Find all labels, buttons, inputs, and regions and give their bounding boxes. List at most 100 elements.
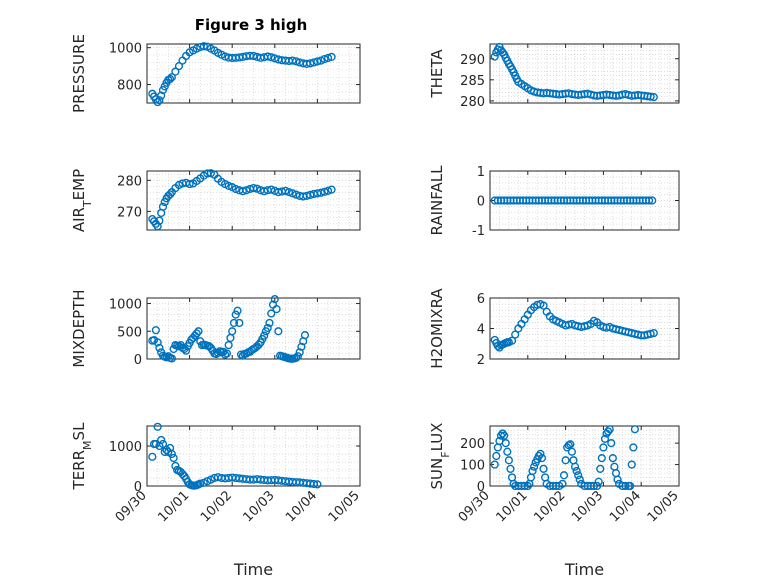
data-point xyxy=(300,331,310,340)
y-axis-label: THETA xyxy=(428,49,446,99)
data-point xyxy=(509,479,518,488)
x-tick-label: 10/01 xyxy=(155,488,192,525)
axes-terrmsl: 0 1000 09/30 10/01 10/02 10/03 10/04 10/05 Time T… xyxy=(70,422,363,579)
axes-frame xyxy=(146,425,361,487)
data-point xyxy=(493,443,502,452)
data-point xyxy=(281,186,290,195)
data-point xyxy=(327,185,336,194)
data-point xyxy=(649,328,658,338)
data-point xyxy=(199,42,208,51)
data-point xyxy=(605,425,614,434)
data-point xyxy=(537,454,547,463)
data-point xyxy=(231,184,240,194)
data-point xyxy=(263,323,272,333)
y-axis-label: TERRMSL xyxy=(70,422,94,491)
y-tick-label: 200 xyxy=(460,437,485,452)
data-point xyxy=(153,97,162,107)
data-point xyxy=(589,481,599,491)
data-point xyxy=(320,55,329,64)
data-point xyxy=(313,57,322,66)
data-point xyxy=(520,481,529,491)
data-point xyxy=(316,188,326,197)
data-point xyxy=(610,462,619,471)
data-point xyxy=(629,443,638,452)
data-point xyxy=(627,460,636,469)
y-tick-label: 1000 xyxy=(109,42,142,57)
data-point xyxy=(288,189,297,198)
data-point xyxy=(267,185,276,194)
y-axis-label: AIRTEMP xyxy=(70,169,94,232)
data-point xyxy=(260,331,269,340)
data-point xyxy=(309,58,318,67)
data-point xyxy=(567,447,577,456)
data-point xyxy=(222,349,231,358)
data-point xyxy=(608,454,617,463)
data-point xyxy=(158,202,168,211)
data-point xyxy=(226,333,235,343)
data-point xyxy=(267,53,276,62)
y-axis-label: MIXDEPTH xyxy=(70,289,88,367)
data-point xyxy=(626,481,635,491)
y-tick-label: 6 xyxy=(477,292,485,307)
data-point xyxy=(160,447,169,457)
data-point xyxy=(167,73,176,82)
data-point xyxy=(157,91,166,100)
data-point xyxy=(574,471,583,480)
data-point xyxy=(228,327,237,336)
data-point xyxy=(270,295,279,304)
data-point xyxy=(157,435,166,445)
data-point xyxy=(302,191,311,200)
data-point xyxy=(270,54,279,63)
data-point xyxy=(630,425,640,434)
data-point xyxy=(231,310,240,319)
y-tick-label: 290 xyxy=(460,53,485,68)
data-point xyxy=(148,452,157,461)
data-point xyxy=(539,464,548,473)
x-tick-label: 10/05 xyxy=(326,488,363,525)
y-tick-label: 4 xyxy=(477,323,485,338)
data-point xyxy=(572,466,581,476)
data-point xyxy=(192,329,201,338)
x-tick-label: 10/04 xyxy=(607,488,644,525)
data-point xyxy=(155,216,164,225)
axes-frame xyxy=(146,43,361,104)
data-point xyxy=(165,74,175,84)
data-point xyxy=(288,56,297,65)
data-point xyxy=(249,51,258,61)
data-point xyxy=(293,352,302,361)
data-point xyxy=(526,473,536,482)
data-point xyxy=(153,222,162,231)
y-tick-label: 270 xyxy=(117,205,142,220)
data-point xyxy=(274,327,283,336)
data-point xyxy=(158,439,168,449)
y-axis-label: SUNFLUX xyxy=(428,423,452,490)
data-point xyxy=(224,181,233,191)
y-tick-label: -1 xyxy=(472,224,485,239)
data-point xyxy=(238,187,247,196)
y-tick-label: 280 xyxy=(117,174,142,189)
data-point xyxy=(503,447,512,456)
data-point xyxy=(323,53,333,63)
y-tick-label: 500 xyxy=(117,325,142,340)
data-point xyxy=(607,439,616,448)
x-tick-label: 10/02 xyxy=(198,488,235,525)
data-point xyxy=(292,57,301,66)
y-tick-label: 100 xyxy=(460,459,485,474)
data-point xyxy=(165,190,175,199)
data-point xyxy=(594,477,603,486)
data-point xyxy=(267,309,276,318)
y-tick-label: 2 xyxy=(477,353,485,368)
data-point xyxy=(564,441,573,450)
data-point xyxy=(621,481,630,491)
data-point xyxy=(254,340,263,349)
x-tick-label: 10/03 xyxy=(241,488,278,525)
data-point xyxy=(604,427,613,436)
x-axis-label: Time xyxy=(564,560,604,579)
data-point xyxy=(648,196,657,205)
data-point xyxy=(592,481,602,491)
axes-frame xyxy=(146,170,361,231)
data-point xyxy=(646,92,655,101)
y-tick-label: 0 xyxy=(477,480,485,495)
